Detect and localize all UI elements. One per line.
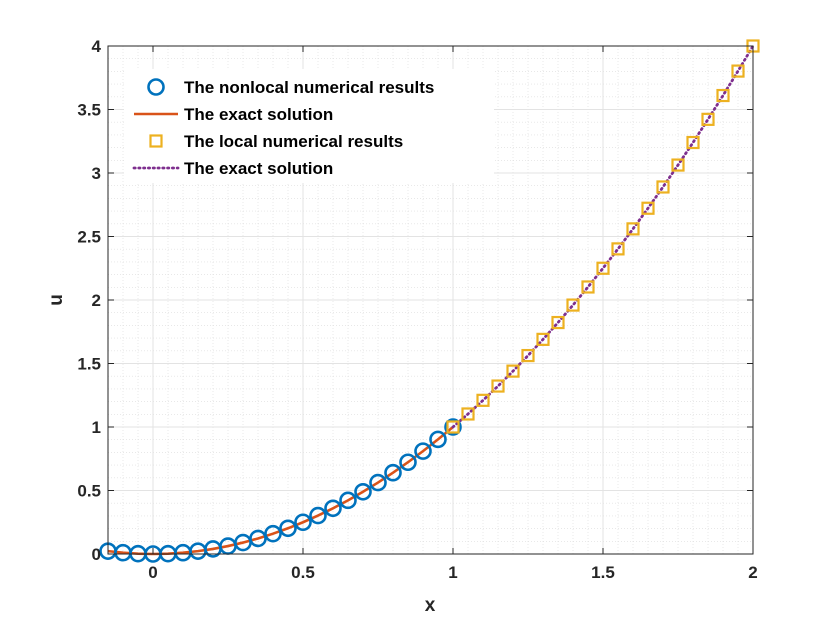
y-tick-label: 2.5 — [77, 228, 101, 247]
nonlocal-point-marker — [429, 430, 447, 449]
nonlocal-point-marker — [309, 506, 327, 525]
y-tick-label: 2 — [92, 291, 101, 310]
x-tick-label: 0 — [148, 563, 157, 582]
legend-circle-marker — [147, 78, 165, 96]
x-tick-label: 2 — [748, 563, 757, 582]
local-point-marker — [491, 379, 505, 393]
nonlocal-point-marker — [384, 463, 402, 482]
local-point-marker — [731, 64, 745, 78]
local-point-marker — [581, 280, 595, 294]
local-point-marker — [701, 112, 715, 126]
y-tick-label: 1 — [92, 418, 101, 437]
nonlocal-point-marker — [369, 473, 387, 492]
local-point-marker — [611, 242, 625, 256]
y-tick-label: 3 — [92, 164, 101, 183]
nonlocal-point-marker — [444, 418, 462, 436]
nonlocal-point-marker — [264, 524, 282, 543]
nonlocal-point-marker — [399, 453, 417, 472]
legend-label: The nonlocal numerical results — [184, 78, 434, 97]
y-tick-label: 4 — [92, 37, 102, 56]
local-point-marker — [461, 407, 475, 421]
legend-label: The exact solution — [184, 105, 333, 124]
nonlocal-point-marker — [294, 513, 312, 532]
nonlocal-point-marker — [249, 529, 267, 548]
local-point-marker — [596, 261, 610, 275]
nonlocal-point-marker — [324, 499, 342, 518]
local-point-marker — [566, 298, 580, 312]
y-tick-label: 3.5 — [77, 101, 101, 120]
nonlocal-point-marker — [354, 482, 372, 501]
legend-box — [124, 69, 494, 183]
local-point-marker — [656, 180, 670, 194]
legend-square-marker — [149, 134, 163, 148]
x-axis-label: x — [425, 595, 436, 616]
local-point-marker — [536, 332, 550, 346]
local-point-marker — [446, 420, 460, 434]
local-point-marker — [686, 135, 700, 150]
local-point-marker — [506, 364, 520, 378]
y-tick-label: 1.5 — [77, 355, 101, 374]
legend-label: The exact solution — [184, 159, 333, 178]
local-point-marker — [626, 222, 640, 236]
ticks: 0 0.5 1 1.5 2 0 0.5 1 1.5 2 2.5 3 3.5 4 — [77, 37, 757, 582]
y-tick-label: 0 — [92, 545, 101, 564]
legend: The nonlocal numerical results The exact … — [124, 69, 494, 183]
nonlocal-point-marker — [279, 519, 297, 538]
local-point-marker — [551, 315, 565, 330]
local-point-marker — [641, 201, 655, 215]
local-point-marker — [671, 158, 685, 172]
x-tick-label: 1 — [448, 563, 457, 582]
nonlocal-point-marker — [339, 491, 357, 510]
local-point-marker — [476, 393, 490, 407]
nonlocal-point-marker — [414, 442, 432, 460]
local-point-marker — [521, 348, 535, 363]
local-point-marker — [716, 88, 730, 103]
x-tick-label: 0.5 — [291, 563, 315, 582]
y-tick-label: 0.5 — [77, 482, 101, 501]
y-axis-label: u — [46, 294, 67, 306]
x-tick-label: 1.5 — [591, 563, 615, 582]
legend-label: The local numerical results — [184, 132, 403, 151]
